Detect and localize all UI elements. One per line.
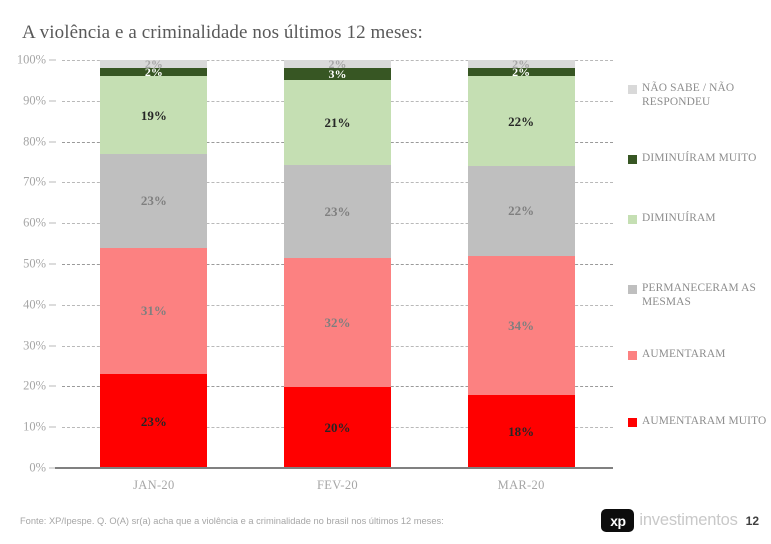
bar-segment-label: 22% [508, 203, 535, 219]
legend-swatch-icon [628, 418, 637, 427]
x-axis-tick-label: FEV-20 [317, 478, 358, 492]
bar-segment-label: 2% [144, 65, 163, 80]
legend-item[interactable]: NÃO SABE / NÃO RESPONDEU [628, 82, 771, 109]
bar-column[interactable]: 2% 2% 19% 23% 31% 23% [100, 57, 208, 468]
bar-segment-label: 22% [508, 113, 535, 129]
legend-swatch-icon [628, 85, 637, 94]
page-title: A violência e a criminalidade nos último… [22, 22, 423, 43]
legend-item[interactable]: PERMANECERAM AS MESMAS [628, 282, 771, 309]
bar-segment-label: 32% [324, 315, 351, 331]
bar-segment-label: 2% [512, 57, 531, 72]
bar-segment-label: 20% [324, 420, 351, 436]
xp-logo-icon: xp [601, 509, 635, 532]
bar-segment[interactable]: 3% [284, 67, 391, 82]
bar-segment[interactable]: 2% [100, 65, 208, 80]
bar-column[interactable]: 2% 2% 22% 22% 34% 18% [467, 57, 575, 468]
legend-item-label: AUMENTARAM [642, 348, 726, 360]
x-axis-line [55, 467, 613, 469]
legend-item-label: NÃO SABE / NÃO RESPONDEU [642, 82, 735, 108]
y-axis-tick [49, 467, 56, 469]
y-axis-tick [49, 263, 56, 265]
stacked-bar: 2% 2% 22% 22% 34% 18% [467, 57, 575, 468]
bar-segment[interactable]: 19% [100, 76, 208, 154]
bar-group: 2% 2% 19% 23% 31% 23% 2% 3% 21% 23% 32% 20% 2% 2% 22% 2… [62, 57, 613, 468]
bar-segment-label: 34% [508, 317, 535, 333]
y-axis-tick-label: 50% [23, 256, 46, 271]
y-axis: 0% 10% 20% 30% 40% 50% 60% 70% 80% 90% 100% [0, 53, 56, 475]
bar-segment[interactable]: 23% [284, 165, 391, 258]
bar-segment[interactable]: 23% [100, 153, 208, 248]
y-axis-tick-label: 20% [23, 378, 46, 393]
legend-item[interactable]: DIMINUÍRAM [628, 212, 716, 226]
legend-item[interactable]: DIMINUÍRAM MUITO [628, 152, 757, 166]
y-axis-tick [49, 222, 56, 224]
y-axis-tick [49, 304, 56, 306]
legend-swatch-icon [628, 351, 637, 360]
bar-segment[interactable]: 20% [284, 387, 391, 468]
legend-item-label: PERMANECERAM AS MESMAS [642, 282, 756, 308]
legend-swatch-icon [628, 215, 637, 224]
bar-segment[interactable]: 18% [467, 394, 575, 468]
source-note: Fonte: XP/Ipespe. Q. O(A) sr(a) acha que… [20, 516, 444, 526]
bar-segment[interactable]: 2% [284, 57, 391, 72]
y-axis-tick [49, 426, 56, 428]
y-axis-tick-label: 10% [23, 419, 46, 434]
legend-item-label: DIMINUÍRAM [642, 212, 716, 224]
bar-segment[interactable]: 31% [100, 247, 208, 375]
y-axis-tick-label: 0% [29, 460, 46, 475]
bar-segment[interactable]: 21% [284, 80, 391, 166]
bar-segment-label: 23% [140, 413, 167, 429]
bar-segment[interactable]: 2% [467, 57, 575, 72]
bar-segment-label: 23% [140, 193, 167, 209]
chart-plot-area: 2% 2% 19% 23% 31% 23% 2% 3% 21% 23% 32% 20% 2% 2% 22% 2… [55, 57, 613, 469]
y-axis-tick-label: 60% [23, 215, 46, 230]
y-axis-tick-label: 30% [23, 338, 46, 353]
bar-segment[interactable]: 2% [467, 65, 575, 80]
y-axis-tick-label: 40% [23, 297, 46, 312]
bar-segment-label: 3% [328, 67, 347, 82]
bar-column[interactable]: 2% 3% 21% 23% 32% 20% [284, 57, 391, 468]
y-axis-tick [49, 345, 56, 347]
legend-swatch-icon [628, 285, 637, 294]
bar-segment-label: 2% [512, 65, 531, 80]
y-axis-tick [49, 385, 56, 387]
y-axis-tick-label: 100% [16, 52, 46, 67]
bar-segment[interactable]: 2% [100, 57, 208, 72]
y-axis-tick-label: 90% [23, 93, 46, 108]
x-axis-tick-label: JAN-20 [133, 478, 175, 492]
bar-segment-label: 2% [144, 57, 163, 72]
bar-segment[interactable]: 32% [284, 257, 391, 388]
xp-logo-text: xp [610, 512, 626, 529]
x-axis-tick-label: MAR-20 [497, 478, 545, 492]
stacked-bar: 2% 3% 21% 23% 32% 20% [284, 57, 391, 468]
y-axis-tick [49, 141, 56, 143]
legend-swatch-icon [628, 155, 637, 164]
legend-item-label: AUMENTARAM MUITO [642, 415, 767, 427]
stacked-bar: 2% 2% 19% 23% 31% 23% [100, 57, 208, 468]
bar-segment[interactable]: 22% [467, 76, 575, 167]
y-axis-tick-label: 80% [23, 134, 46, 149]
brand-logo: xp investimentos 12 [601, 509, 759, 532]
legend-item[interactable]: AUMENTARAM [628, 348, 726, 362]
bar-segment-label: 23% [324, 204, 351, 220]
page-number: 12 [745, 513, 759, 528]
legend-item[interactable]: AUMENTARAM MUITO [628, 415, 766, 429]
y-axis-tick [49, 181, 56, 183]
bar-segment-label: 18% [508, 423, 535, 439]
bar-segment-label: 2% [328, 57, 347, 72]
y-axis-tick-label: 70% [23, 174, 46, 189]
x-axis-labels: JAN-20 FEV-20 MAR-20 [62, 478, 613, 500]
bar-segment[interactable]: 23% [100, 374, 208, 468]
legend-item-label: DIMINUÍRAM MUITO [642, 152, 757, 164]
brand-wordmark: investimentos [639, 511, 738, 530]
y-axis-tick [49, 59, 56, 61]
bar-segment-label: 21% [324, 115, 351, 131]
bar-segment-label: 31% [140, 303, 167, 319]
y-axis-tick [49, 100, 56, 102]
bar-segment-label: 19% [140, 107, 167, 123]
bar-segment[interactable]: 34% [467, 255, 575, 395]
bar-segment[interactable]: 22% [467, 166, 575, 256]
